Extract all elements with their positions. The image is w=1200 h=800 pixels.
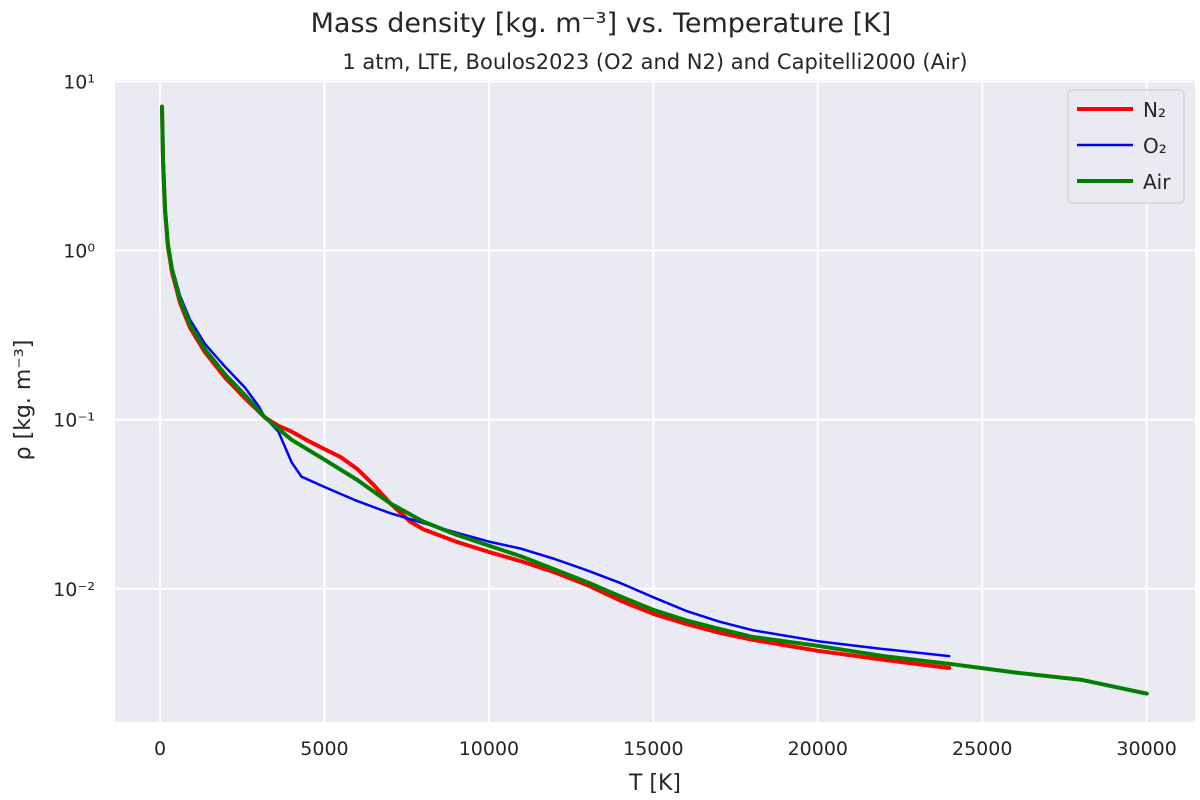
grid — [115, 80, 1195, 722]
x-tick-labels: 0 5000 10000 15000 20000 25000 30000 — [154, 738, 1177, 760]
y-tick-label: 10⁰ — [63, 241, 95, 263]
x-axis-label: T [K] — [628, 771, 681, 796]
legend-label: Air — [1143, 170, 1171, 194]
y-tick-label: 10⁻² — [53, 579, 95, 601]
legend-label: N₂ — [1143, 98, 1166, 122]
legend-box — [1067, 89, 1185, 204]
y-tick-label: 10⁻¹ — [53, 410, 95, 432]
x-tick-label: 15000 — [623, 738, 683, 760]
legend-label: O₂ — [1143, 134, 1167, 158]
x-tick-label: 25000 — [952, 738, 1012, 760]
y-tick-labels: 10¹ 10⁰ 10⁻¹ 10⁻² — [53, 71, 95, 600]
chart-title: Mass density [kg. m⁻³] vs. Temperature [… — [311, 8, 892, 39]
y-axis-label: ρ [kg. m⁻³] — [11, 340, 36, 461]
x-tick-label: 30000 — [1116, 738, 1176, 760]
x-tick-label: 5000 — [300, 738, 348, 760]
chart-subtitle: 1 atm, LTE, Boulos2023 (O2 and N2) and C… — [342, 50, 967, 74]
legend: N₂ O₂ Air — [1067, 89, 1185, 204]
x-tick-label: 0 — [154, 738, 166, 760]
series-lines — [160, 104, 1149, 696]
x-tick-label: 10000 — [459, 738, 519, 760]
x-tick-label: 20000 — [788, 738, 848, 760]
y-tick-label: 10¹ — [63, 71, 95, 93]
series-line-air — [160, 104, 1149, 696]
plot-area — [115, 80, 1195, 722]
